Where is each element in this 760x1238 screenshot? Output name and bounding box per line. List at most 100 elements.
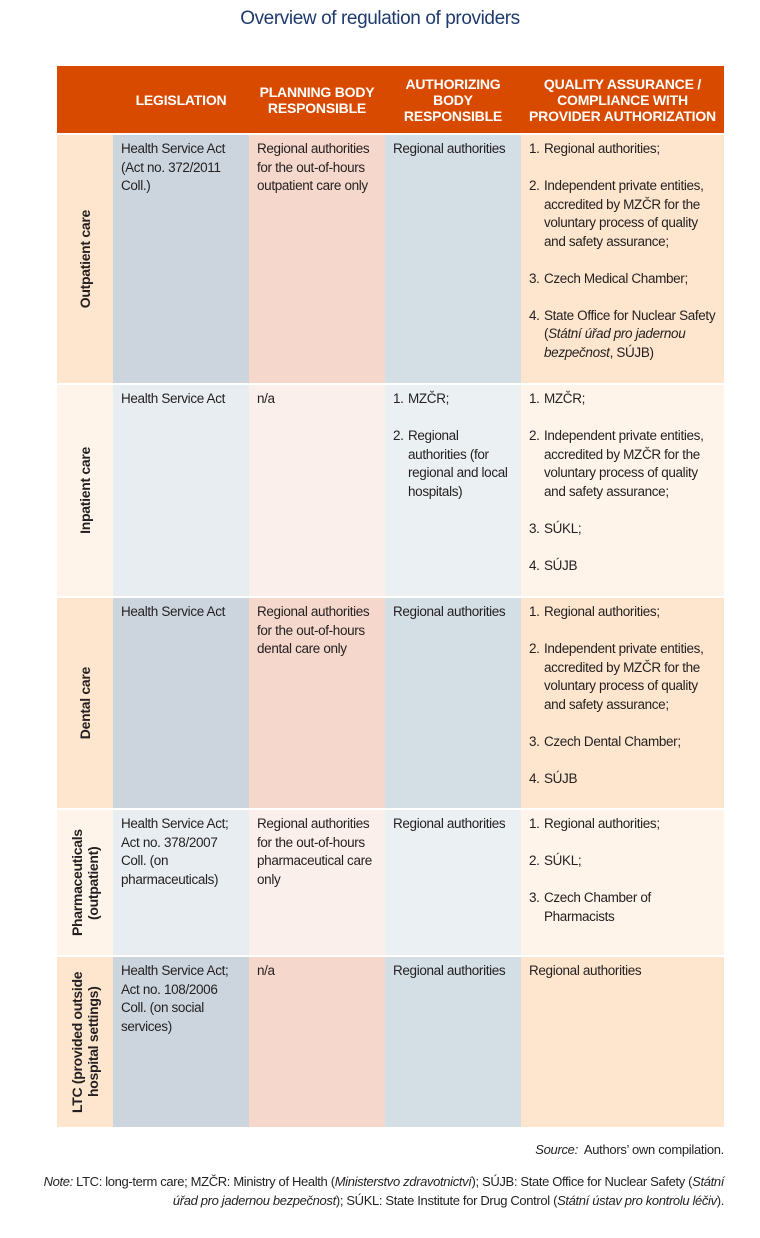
list-number: 3. (529, 270, 540, 286)
header-quality: QUALITY ASSURANCE / COMPLIANCE WITH PROV… (521, 66, 724, 134)
list-item: 2. Regional authorities (for regional and… (393, 427, 515, 501)
list-item: 1. Regional authorities; (529, 140, 718, 159)
list-number: 2. (393, 428, 404, 443)
list-item: 3. Czech Dental Chamber; (529, 733, 718, 752)
text-segment: Regional authorities (for regional and l… (408, 428, 508, 499)
list-item: 2. SÚKL; (529, 852, 718, 871)
text-segment: Ministerstvo zdravotnictví (334, 1174, 472, 1189)
header-legislation: LEGISLATION (113, 66, 249, 134)
list-number: 2. (529, 641, 540, 656)
quality-cell: 1. Regional authorities; 2. Independent pri… (521, 596, 724, 809)
authorizing-cell: Regional authorities (385, 133, 521, 384)
list-item: 1. Regional authorities; (529, 815, 718, 834)
paragraph: Regional authorities (393, 603, 515, 622)
text-segment: Note: (43, 1174, 74, 1189)
list-item: 4. SÚJB (529, 770, 718, 789)
list-item: 4. State Office for Nuclear Safety (Státn… (529, 307, 718, 363)
text-segment: Regional authorities (393, 963, 506, 978)
list-number: 4. (529, 770, 540, 786)
planning-cell: Regional authorities for the out-of-hour… (249, 808, 385, 956)
text-segment: Státní ústav pro kontrolu léčiv (557, 1193, 717, 1208)
header-authorizing: AUTHORIZING BODY RESPONSIBLE (385, 66, 521, 134)
list-item: 3. Czech Chamber of Pharmacists (529, 889, 718, 926)
paragraph: n/a (257, 962, 379, 981)
text-segment: Regional authorities (393, 141, 506, 156)
list-item: 1. MZČR; (529, 390, 718, 409)
regulation-table: LEGISLATION PLANNING BODY RESPONSIBLE AU… (57, 66, 724, 1127)
legislation-cell: Health Service Act (113, 596, 249, 809)
text-segment: Health Service Act (Act no. 372/2011 Col… (121, 141, 226, 193)
paragraph: Regional authorities for the out-of-hour… (257, 603, 379, 659)
list-item: 3. Czech Medical Chamber; (529, 270, 718, 289)
list-number: 1. (529, 141, 540, 156)
list-number: 4. (529, 557, 540, 573)
text-segment: Independent private entities, accredited… (544, 178, 704, 249)
row-label-cell: Pharmaceuticals (outpatient) (57, 808, 113, 956)
list-number: 1. (529, 391, 540, 406)
paragraph: Regional authorities (393, 962, 515, 981)
header-planning: PLANNING BODY RESPONSIBLE (249, 66, 385, 134)
list-number: 2. (529, 178, 540, 193)
text-segment: Regional authorities for the out-of-hour… (257, 816, 372, 887)
list-item: 3. SÚKL; (529, 520, 718, 539)
header-corner (57, 66, 113, 134)
table-row: LTC (provided outside hospital settings)… (57, 955, 724, 1127)
list-item: 2. Independent private entities, accredit… (529, 427, 718, 501)
text-segment: State Office for Nuclear Safety ( (544, 307, 716, 342)
note-text: Note: LTC: long-term care; MZČR: Ministr… (40, 1172, 725, 1210)
row-label-cell: Inpatient care (57, 383, 113, 597)
table-row: Pharmaceuticals (outpatient) Health Servi… (57, 808, 724, 956)
table-row: Dental care Health Service Act Regional au… (57, 596, 724, 809)
page-title: Overview of regulation of providers (240, 8, 520, 29)
text-segment: Regional authorities (393, 816, 506, 831)
planning-cell: Regional authorities for the out-of-hour… (249, 133, 385, 384)
paragraph: Health Service Act; Act no. 108/2006 Col… (121, 962, 243, 1036)
authorizing-cell: Regional authorities (385, 955, 521, 1127)
row-label: Inpatient care (77, 447, 93, 534)
list-number: 2. (529, 428, 540, 443)
text-segment: Regional authorities for the out-of-hour… (257, 604, 370, 656)
list-item: 2. Independent private entities, accredit… (529, 177, 718, 251)
planning-cell: Regional authorities for the out-of-hour… (249, 596, 385, 809)
text-segment: ); SÚKL: State Institute for Drug Contro… (335, 1193, 558, 1208)
legislation-cell: Health Service Act (113, 383, 249, 597)
legislation-cell: Health Service Act; Act no. 108/2006 Col… (113, 955, 249, 1127)
row-label: Pharmaceuticals (outpatient) (69, 829, 101, 936)
text-segment: Státní úřad pro jadernou bezpečnost (544, 326, 686, 360)
quality-cell: 1. Regional authorities; 2. Independent pri… (521, 133, 724, 384)
text-segment: Czech Dental Chamber; (544, 733, 681, 749)
row-label-cell: Outpatient care (57, 133, 113, 384)
planning-cell: n/a (249, 955, 385, 1127)
authorizing-cell: Regional authorities (385, 596, 521, 809)
list-number: 4. (529, 307, 540, 323)
list-number: 1. (393, 391, 404, 406)
text-segment: Health Service Act (121, 604, 226, 619)
list-number: 3. (529, 733, 540, 749)
text-segment: SÚKL; (544, 853, 582, 868)
row-label: Outpatient care (77, 209, 93, 309)
text-segment: Independent private entities, accredited… (544, 428, 704, 499)
text-segment: Health Service Act; Act no. 108/2006 Col… (121, 963, 229, 1034)
quality-cell: 1. Regional authorities; 2. SÚKL; 3. Czech Ch… (521, 808, 724, 956)
text-segment: MZČR; (408, 391, 449, 406)
text-segment: Health Service Act (121, 391, 226, 406)
text-segment: LTC: long-term care; MZČR: Ministry of H… (72, 1174, 335, 1189)
text-segment: , SÚJB) (609, 344, 654, 360)
text-segment: Regional authorities; (544, 604, 660, 619)
paragraph: Regional authorities (393, 815, 515, 834)
text-segment: SÚKL; (544, 520, 582, 536)
paragraph: Health Service Act (121, 390, 243, 409)
text-segment: MZČR; (544, 391, 585, 406)
authorizing-cell: 1. MZČR; 2. Regional authorities (for regio… (385, 383, 521, 597)
paragraph: n/a (257, 390, 379, 409)
legislation-cell: Health Service Act (Act no. 372/2011 Col… (113, 133, 249, 384)
text-segment: n/a (257, 391, 275, 406)
list-number: 2. (529, 853, 540, 868)
list-item: 2. Independent private entities, accredit… (529, 640, 718, 714)
header-row: LEGISLATION PLANNING BODY RESPONSIBLE AU… (57, 66, 724, 134)
row-label-cell: Dental care (57, 596, 113, 809)
list-number: 1. (529, 816, 540, 831)
text-segment: SÚJB (544, 557, 578, 573)
quality-cell: 1. MZČR; 2. Independent private entities, a… (521, 383, 724, 597)
text-segment: n/a (257, 963, 275, 978)
